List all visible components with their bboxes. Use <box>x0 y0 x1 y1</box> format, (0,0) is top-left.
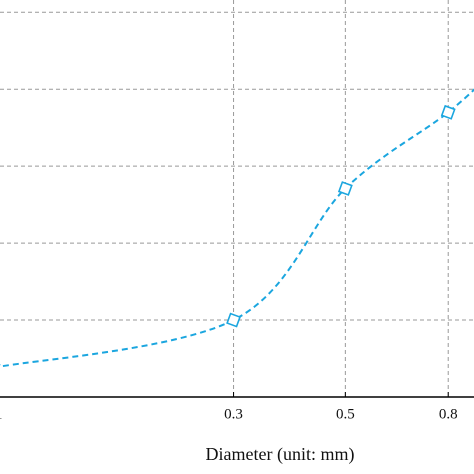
x-tick-label: 0.5 <box>336 406 355 422</box>
point-marker <box>337 181 353 196</box>
point-marker <box>440 104 456 120</box>
x-tick-label: 0.1 <box>0 406 2 422</box>
x-tick-label: 0.3 <box>224 406 243 422</box>
x-axis-label: Diameter (unit: mm) <box>206 444 355 465</box>
x-tick-label: 0.8 <box>439 406 458 422</box>
point-marker <box>226 312 241 328</box>
